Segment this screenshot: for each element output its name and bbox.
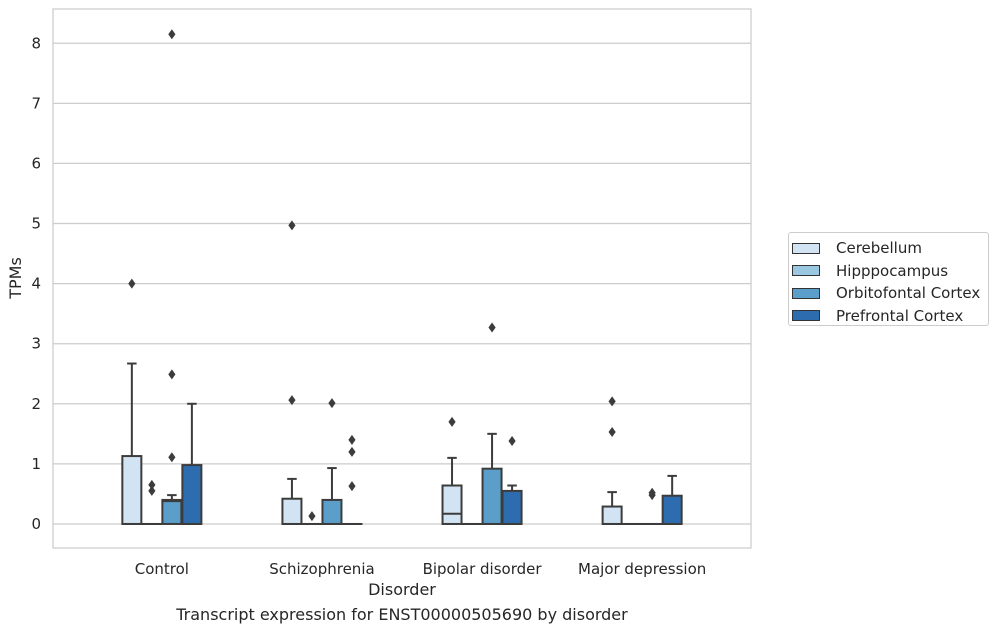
outlier-point (148, 485, 156, 496)
legend-label: Prefrontal Cortex (836, 306, 964, 325)
y-tick-label: 0 (31, 515, 41, 533)
y-tick-label: 2 (31, 395, 41, 413)
outlier-point (328, 398, 336, 409)
box-2-0 (441, 416, 463, 525)
outlier-point (128, 278, 136, 289)
legend-label: Cerebellum (836, 239, 922, 258)
legend-label: Orbitofontal Cortex (836, 284, 981, 303)
outlier-point (288, 220, 296, 231)
box-2-2 (481, 322, 503, 525)
plot-frame (52, 8, 752, 549)
y-tick-label: 8 (31, 34, 41, 52)
box-3-2 (641, 487, 663, 525)
box-body (481, 467, 503, 525)
y-axis-title: TPMs (6, 257, 25, 300)
box-3-3 (661, 474, 683, 525)
box-body (121, 455, 143, 525)
x-tick-label: Major depression (578, 560, 706, 578)
box-body (601, 505, 623, 525)
y-tick-label: 1 (31, 455, 41, 473)
grid-lines (53, 42, 751, 525)
outlier-point (348, 434, 356, 445)
y-tick-label: 7 (31, 94, 41, 112)
legend-swatch (792, 242, 820, 254)
y-tick-label: 3 (31, 335, 41, 353)
outlier-point (168, 29, 176, 40)
outlier-point (288, 395, 296, 406)
legend-swatch (792, 265, 820, 277)
box-1-3 (341, 434, 363, 525)
y-tick-label: 5 (31, 215, 41, 233)
box-body (161, 498, 183, 525)
box-0-0 (121, 278, 143, 525)
legend-item: Hipppocampus (792, 260, 988, 283)
y-tick-labels: 0 1 2 3 4 5 6 7 8 (31, 34, 41, 533)
box-2-3 (501, 436, 523, 525)
box-body (321, 498, 343, 525)
legend-item: Orbitofontal Cortex (792, 282, 988, 305)
box-0-2 (161, 29, 183, 525)
outlier-point (448, 416, 456, 427)
y-tick-label: 6 (31, 154, 41, 172)
box-3-0 (601, 396, 623, 525)
x-tick-label: Control (135, 560, 189, 578)
outlier-point (508, 436, 516, 447)
y-tick-label: 4 (31, 275, 41, 293)
outlier-point (168, 452, 176, 463)
legend-swatch (792, 287, 820, 299)
outlier-point (148, 479, 156, 490)
legend-label: Hipppocampus (836, 261, 949, 280)
box-0-3 (181, 402, 203, 525)
chart-caption: Transcript expression for ENST0000050569… (176, 605, 628, 624)
box-body (281, 497, 303, 525)
outlier-point (308, 511, 316, 522)
outlier-point (608, 396, 616, 407)
box-1-2 (321, 398, 343, 525)
x-tick-labels: Control Schizophrenia Bipolar disorder Majo… (135, 560, 707, 578)
box-1-1 (301, 511, 323, 525)
legend: Cerebellum Hipppocampus Orbitofontal Corte… (788, 232, 989, 326)
box-0-1 (141, 479, 163, 525)
outlier-point (608, 427, 616, 438)
outlier-point (168, 369, 176, 380)
legend-item: Cerebellum (792, 237, 988, 260)
legend-swatch (792, 310, 820, 322)
box-body (501, 489, 523, 525)
x-tick-label: Bipolar disorder (423, 560, 543, 578)
x-tick-label: Schizophrenia (269, 560, 374, 578)
outlier-point (648, 487, 656, 498)
box-body (661, 494, 683, 525)
outlier-point (488, 322, 496, 333)
x-axis-title: Disorder (368, 580, 436, 599)
box-1-0 (281, 220, 303, 525)
box-body (441, 484, 463, 525)
box-body (181, 464, 203, 525)
legend-item: Prefrontal Cortex (792, 305, 988, 328)
outlier-point (348, 446, 356, 457)
box-layer (121, 29, 683, 525)
outlier-point (348, 481, 356, 492)
